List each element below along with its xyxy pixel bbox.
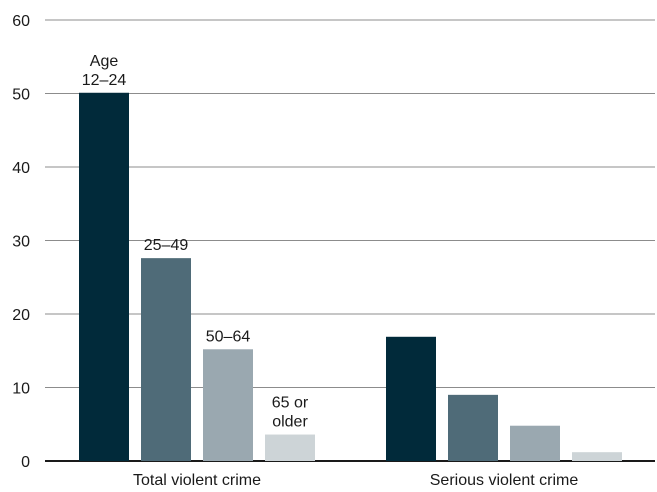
bar [386,336,436,461]
bar [448,394,498,461]
y-tick-label: 40 [12,160,30,177]
bar [79,92,129,461]
bar [265,434,315,461]
y-tick-label: 10 [12,381,30,398]
y-axis-ticks: 0 10 20 30 40 50 60 [12,13,30,471]
category-label: Serious violent crime [430,472,579,489]
bar [141,258,191,461]
y-tick-label: 60 [12,13,30,30]
series-label: 25–49 [144,237,189,254]
bar [203,349,253,461]
category-labels: Total violent crime Serious violent crime [133,472,578,489]
bars [79,92,622,461]
category-label: Total violent crime [133,472,261,489]
y-tick-label: 0 [21,454,30,471]
y-tick-label: 50 [12,87,30,104]
bar [510,425,560,461]
y-tick-label: 30 [12,234,30,251]
y-tick-label: 20 [12,307,30,324]
bar [572,452,622,461]
series-label: Age 12–24 [82,53,127,89]
grid-lines [45,19,655,462]
series-labels: Age 12–24 25–49 50–64 65 or older [82,53,309,431]
series-label: 65 or older [272,395,309,431]
series-label: 50–64 [206,328,251,345]
